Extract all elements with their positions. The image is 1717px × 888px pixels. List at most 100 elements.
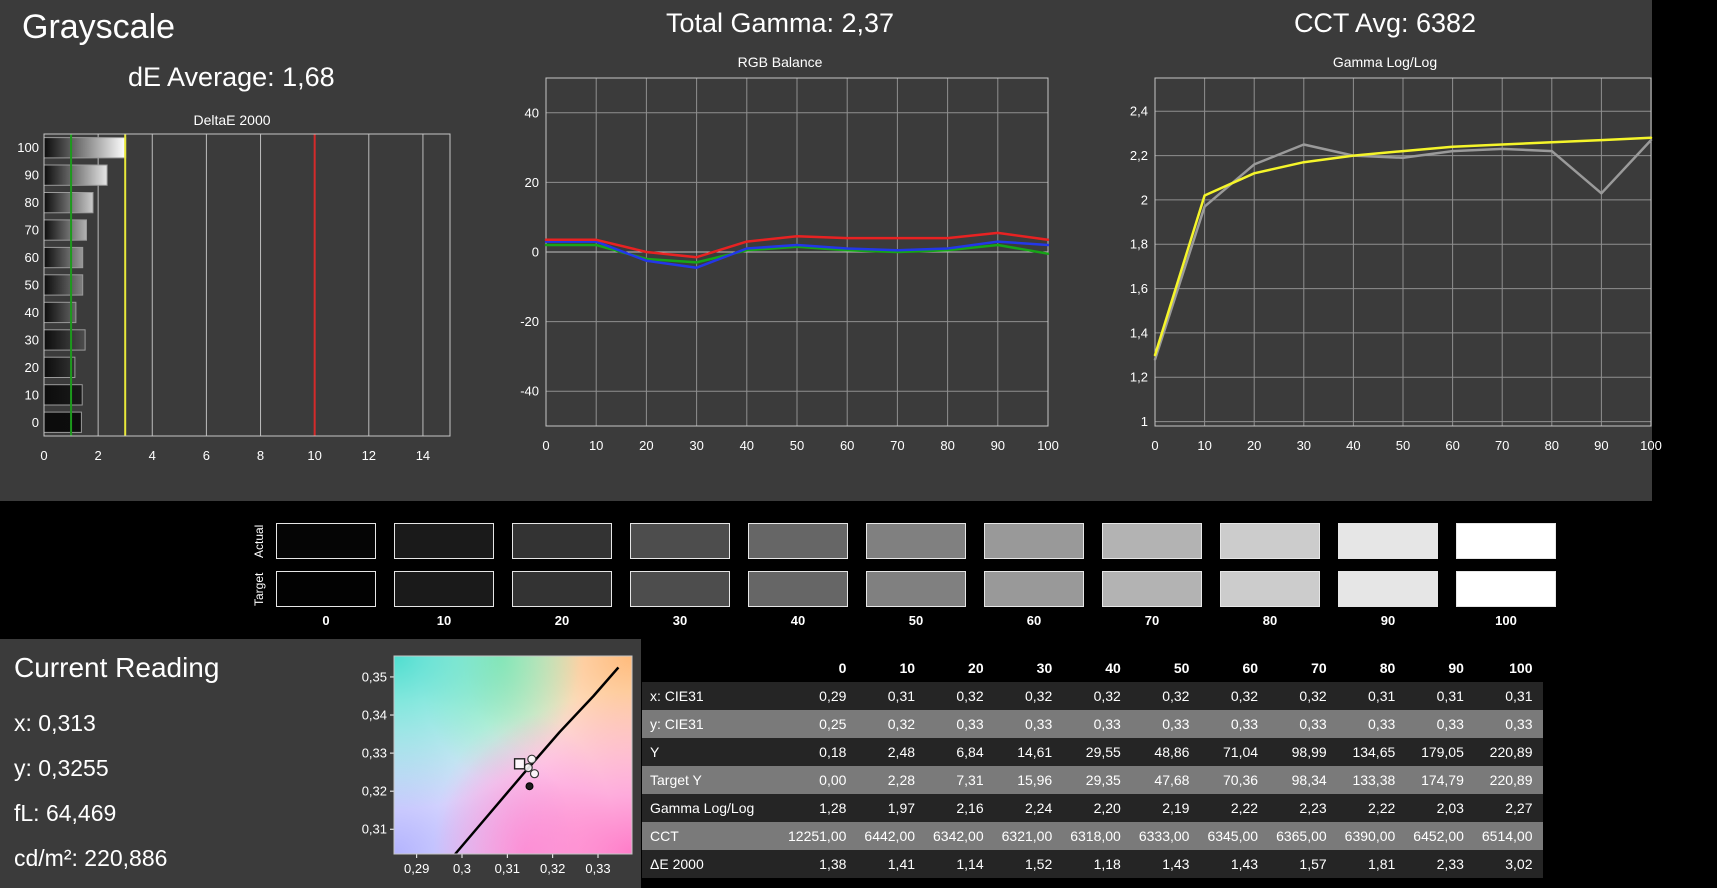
table-row-label: Gamma Log/Log bbox=[650, 800, 755, 816]
table-cell: 134,65 bbox=[1352, 744, 1396, 760]
target-swatch-20 bbox=[512, 571, 612, 607]
svg-text:40: 40 bbox=[740, 438, 754, 453]
svg-text:1: 1 bbox=[1141, 414, 1148, 429]
svg-text:-20: -20 bbox=[520, 314, 539, 329]
svg-text:50: 50 bbox=[790, 438, 804, 453]
actual-swatch-40 bbox=[748, 523, 848, 559]
table-cell: 6452,00 bbox=[1413, 828, 1464, 844]
actual-swatch-0 bbox=[276, 523, 376, 559]
table-row: ΔE 2000 1,38 1,41 1,14 1,52 1,18 1,43 1,43 1,57 1… bbox=[642, 850, 1543, 878]
svg-text:90: 90 bbox=[991, 438, 1005, 453]
reading-fl: fL: 64,469 bbox=[14, 800, 117, 826]
deltae-bar-chart: 0 2 4 6 8 10 12 14 0 10 20 30 40 50 60 70 80 90 100 bbox=[8, 130, 456, 472]
table-row-label: CCT bbox=[650, 828, 679, 844]
table-cell: 6,84 bbox=[956, 744, 984, 760]
reading-x: x: 0,313 bbox=[14, 710, 96, 736]
table-cell: 220,89 bbox=[1489, 744, 1533, 760]
top-right-filler bbox=[1652, 0, 1717, 501]
svg-text:0: 0 bbox=[40, 448, 47, 463]
svg-text:12: 12 bbox=[362, 448, 376, 463]
svg-text:1,4: 1,4 bbox=[1130, 325, 1148, 340]
table-cell: 0,31 bbox=[1436, 688, 1464, 704]
table-cell: 1,38 bbox=[819, 856, 847, 872]
table-cell: 1,41 bbox=[887, 856, 916, 872]
table-cell: 0,33 bbox=[1024, 716, 1053, 732]
target-swatch-50 bbox=[866, 571, 966, 607]
svg-text:60: 60 bbox=[25, 250, 39, 265]
table-cell: 2,24 bbox=[1024, 800, 1053, 816]
svg-text:80: 80 bbox=[1545, 438, 1559, 453]
svg-text:80: 80 bbox=[940, 438, 954, 453]
table-cell: 0,33 bbox=[1436, 716, 1464, 732]
table-cell: 1,81 bbox=[1368, 856, 1396, 872]
cct-average-value: CCT Avg: 6382 bbox=[1293, 8, 1477, 38]
table-cell: 0,32 bbox=[1024, 688, 1053, 704]
actual-swatch-30 bbox=[630, 523, 730, 559]
svg-text:20: 20 bbox=[25, 360, 39, 375]
svg-text:10: 10 bbox=[1197, 438, 1211, 453]
svg-text:30: 30 bbox=[25, 332, 39, 347]
table-cell: 0,33 bbox=[1162, 716, 1190, 732]
svg-text:100: 100 bbox=[17, 140, 39, 155]
table-cell: 2,16 bbox=[956, 800, 984, 816]
actual-swatch-50 bbox=[866, 523, 966, 559]
swatch-level-label: 70 bbox=[1144, 613, 1160, 628]
table-cell: 6345,00 bbox=[1207, 828, 1259, 844]
table-column-header: 90 bbox=[1448, 660, 1464, 676]
table-cell: 2,48 bbox=[887, 744, 916, 760]
gamma-loglog-line-chart: 0 10 20 30 40 50 60 70 80 90 100 1 1,2 1,4 1,6 1,8 2 2,2 2… bbox=[1105, 70, 1665, 462]
svg-text:-40: -40 bbox=[520, 384, 539, 399]
svg-text:20: 20 bbox=[525, 175, 539, 190]
table-cell: 2,22 bbox=[1230, 800, 1259, 816]
svg-text:2,2: 2,2 bbox=[1130, 148, 1148, 163]
table-row: Target Y 0,00 2,28 7,31 15,96 29,35 47,68 70,36… bbox=[642, 766, 1543, 794]
svg-text:1,6: 1,6 bbox=[1130, 281, 1148, 296]
svg-text:100: 100 bbox=[1037, 438, 1059, 453]
table-cell: 98,34 bbox=[1291, 772, 1327, 788]
svg-text:40: 40 bbox=[525, 105, 539, 120]
table-cell: 2,23 bbox=[1299, 800, 1327, 816]
table-cell: 0,32 bbox=[956, 688, 984, 704]
swatch-level-label: 80 bbox=[1262, 613, 1278, 628]
svg-text:70: 70 bbox=[890, 438, 904, 453]
table-cell: 0,31 bbox=[1505, 688, 1533, 704]
table-cell: 2,19 bbox=[1162, 800, 1190, 816]
svg-text:0,31: 0,31 bbox=[362, 822, 387, 837]
current-reading-title: Current Reading bbox=[14, 652, 220, 683]
table-cell: 0,33 bbox=[1230, 716, 1259, 732]
table-cell: 0,32 bbox=[1093, 688, 1121, 704]
table-cell: 3,02 bbox=[1505, 856, 1533, 872]
table-cell: 6321,00 bbox=[1001, 828, 1053, 844]
table-column-header: 0 bbox=[838, 660, 847, 676]
table-cell: 2,33 bbox=[1436, 856, 1464, 872]
table-row-label: x: CIE31 bbox=[650, 688, 704, 704]
table-cell: 179,05 bbox=[1421, 744, 1464, 760]
target-swatch-row bbox=[276, 571, 1556, 607]
cie-chromaticity-chart: 0,29 0,3 0,31 0,32 0,33 0,31 0,32 0,33 0,34 0,35 bbox=[348, 650, 640, 882]
table-cell: 0,18 bbox=[819, 744, 847, 760]
table-cell: 2,22 bbox=[1368, 800, 1396, 816]
svg-text:6: 6 bbox=[203, 448, 210, 463]
swatch-level-label: 30 bbox=[672, 613, 688, 628]
table-cell: 6333,00 bbox=[1138, 828, 1190, 844]
svg-text:0,3: 0,3 bbox=[453, 861, 471, 876]
table-column-header: 80 bbox=[1379, 660, 1396, 676]
svg-text:1,8: 1,8 bbox=[1130, 237, 1148, 252]
svg-text:40: 40 bbox=[25, 305, 39, 320]
swatch-level-labels: 0 10 20 30 40 50 60 70 80 90 100 bbox=[276, 613, 1556, 628]
svg-text:0,32: 0,32 bbox=[362, 784, 387, 799]
table-cell: 15,96 bbox=[1017, 772, 1053, 788]
swatch-level-label: 40 bbox=[790, 613, 806, 628]
table-column-header: 100 bbox=[1509, 660, 1533, 676]
table-cell: 14,61 bbox=[1017, 744, 1053, 760]
table-cell: 6342,00 bbox=[933, 828, 984, 844]
svg-text:14: 14 bbox=[416, 448, 430, 463]
svg-text:50: 50 bbox=[1396, 438, 1410, 453]
svg-text:90: 90 bbox=[25, 168, 39, 183]
swatch-level-label: 50 bbox=[908, 613, 924, 628]
table-cell: 0,33 bbox=[1093, 716, 1121, 732]
table-row: Gamma Log/Log 1,28 1,97 2,16 2,24 2,20 2,19 2,2… bbox=[642, 794, 1543, 822]
actual-swatch-100 bbox=[1456, 523, 1556, 559]
svg-text:0,29: 0,29 bbox=[404, 861, 429, 876]
table-column-header: 60 bbox=[1242, 660, 1259, 676]
